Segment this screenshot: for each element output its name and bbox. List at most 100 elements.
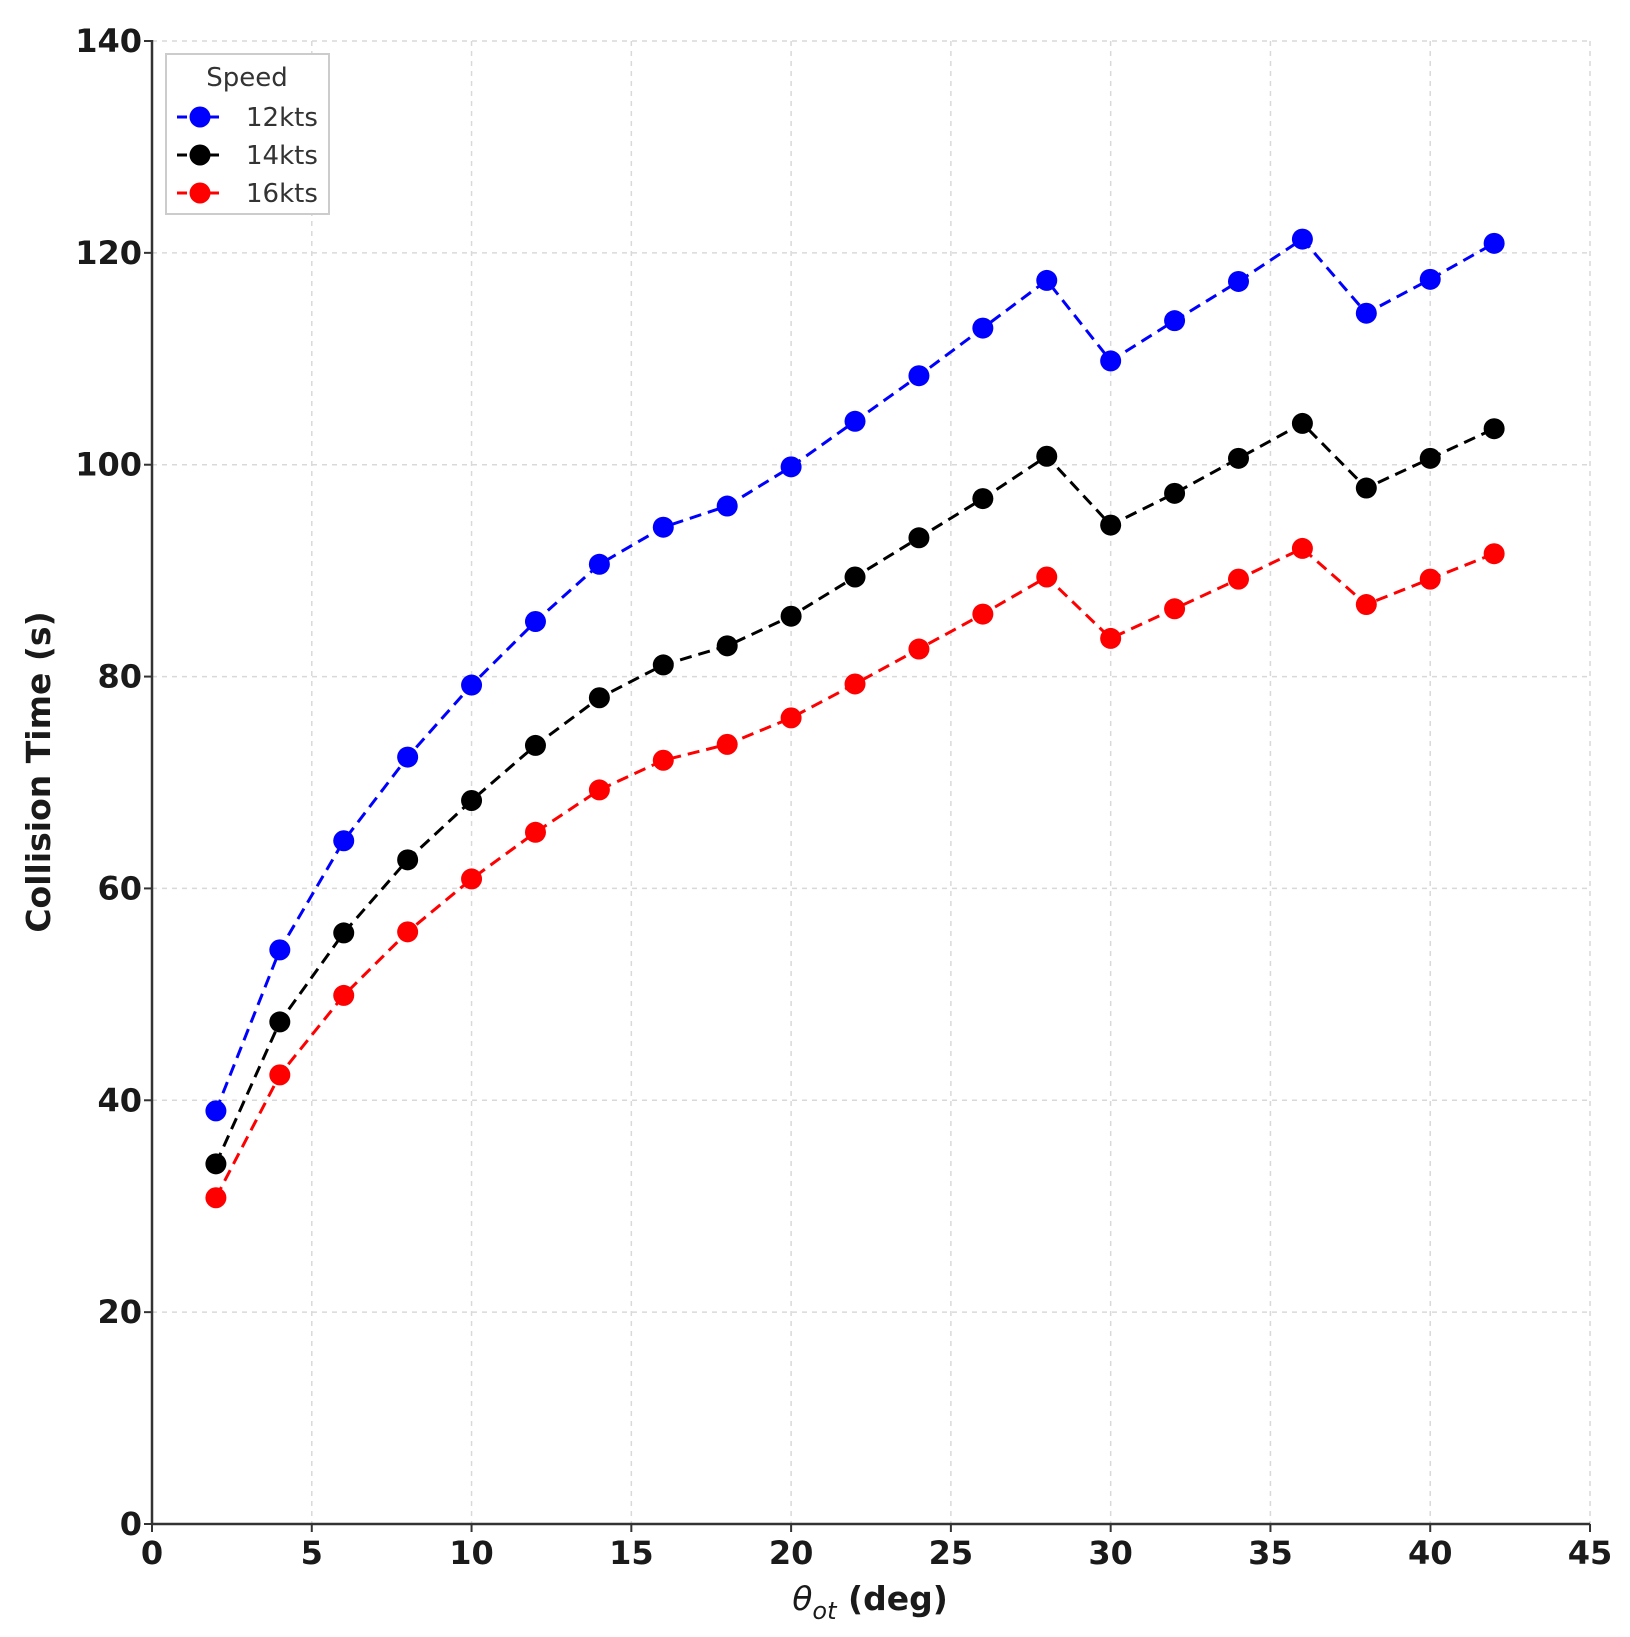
legend-marker — [189, 144, 211, 166]
data-point — [972, 603, 994, 625]
data-point — [1483, 543, 1505, 565]
data-point — [1164, 310, 1186, 332]
grid-lines — [152, 40, 1591, 1524]
data-point — [588, 687, 610, 709]
x-axis-label-subscript: ot — [812, 1597, 838, 1625]
data-point — [1227, 568, 1249, 590]
legend-entry-12kts: 12kts — [177, 103, 318, 133]
data-point — [524, 610, 546, 632]
data-point — [1227, 447, 1249, 469]
data-point — [716, 635, 738, 657]
data-point — [716, 495, 738, 517]
y-tick-label: 120 — [75, 234, 142, 272]
legend-title: Speed — [206, 63, 288, 93]
legend-marker — [189, 182, 211, 204]
data-point — [1355, 594, 1377, 616]
data-point — [461, 674, 483, 696]
series-line — [214, 421, 1495, 1165]
y-tick-label: 40 — [97, 1081, 142, 1119]
data-point — [588, 553, 610, 575]
data-point — [1355, 477, 1377, 499]
data-point — [1164, 598, 1186, 620]
data-point — [1291, 412, 1313, 434]
x-tick-label: 35 — [1248, 1534, 1293, 1572]
data-point — [1036, 566, 1058, 588]
x-tick-label: 45 — [1568, 1534, 1613, 1572]
x-tick-label: 20 — [769, 1534, 814, 1572]
data-point — [205, 1100, 227, 1122]
x-axis-label: θot (deg) — [792, 1579, 948, 1625]
tick-labels: 0 5 10 15 20 25 30 35 40 45 0 20 40 60 80 100 120 140 — [75, 22, 1612, 1572]
legend: Speed 12kts 14kts 16kts — [165, 53, 330, 215]
data-point — [1036, 269, 1058, 291]
data-point — [397, 921, 419, 943]
y-tick-label: 60 — [97, 869, 142, 907]
y-tick-label: 20 — [97, 1293, 142, 1331]
data-point — [205, 1153, 227, 1175]
y-tick-label: 80 — [97, 658, 142, 696]
data-point — [524, 821, 546, 843]
series-14kts — [205, 412, 1505, 1175]
data-point — [269, 939, 291, 961]
data-point — [1419, 568, 1441, 590]
data-point — [780, 456, 802, 478]
data-point — [1483, 418, 1505, 440]
data-point — [972, 488, 994, 510]
data-point — [269, 1064, 291, 1086]
data-point — [844, 566, 866, 588]
y-tick-label: 100 — [75, 446, 142, 484]
data-point — [908, 527, 930, 549]
data-point — [205, 1187, 227, 1209]
data-point — [524, 734, 546, 756]
x-axis-label-theta: θ — [792, 1579, 812, 1618]
y-tick-label: 0 — [120, 1505, 142, 1543]
legend-label: 14kts — [246, 141, 318, 171]
legend-entry-16kts: 16kts — [177, 179, 318, 209]
data-point — [1291, 537, 1313, 559]
data-point — [652, 654, 674, 676]
x-tick-label: 10 — [449, 1534, 494, 1572]
data-point — [652, 749, 674, 771]
data-point — [397, 849, 419, 871]
data-point — [908, 365, 930, 387]
data-point — [652, 516, 674, 538]
data-point — [780, 605, 802, 627]
x-tick-label: 0 — [141, 1534, 163, 1572]
legend-label: 16kts — [246, 179, 318, 209]
x-axis-label-unit: (deg) — [837, 1579, 948, 1618]
x-tick-label: 40 — [1408, 1534, 1453, 1572]
data-point — [461, 790, 483, 812]
data-point — [333, 922, 355, 944]
legend-entries: 12kts 14kts 16kts — [177, 103, 318, 209]
series-12kts — [205, 228, 1505, 1122]
data-point — [1419, 268, 1441, 290]
legend-label: 12kts — [246, 103, 318, 133]
data-point — [333, 984, 355, 1006]
y-tick-label: 140 — [75, 22, 142, 60]
data-point — [716, 733, 738, 755]
data-point — [844, 673, 866, 695]
series-layer — [205, 228, 1505, 1209]
data-point — [908, 638, 930, 660]
data-point — [333, 830, 355, 852]
x-tick-label: 15 — [609, 1534, 654, 1572]
data-point — [588, 779, 610, 801]
legend-marker — [189, 106, 211, 128]
data-point — [1100, 514, 1122, 536]
data-point — [1227, 270, 1249, 292]
data-point — [397, 746, 419, 768]
data-point — [780, 707, 802, 729]
data-point — [1355, 302, 1377, 324]
y-axis-label: Collision Time (s) — [19, 611, 58, 932]
data-point — [1036, 445, 1058, 467]
axes — [150, 40, 1590, 1526]
x-tick-label: 25 — [929, 1534, 974, 1572]
data-point — [972, 317, 994, 339]
data-point — [1164, 482, 1186, 504]
data-point — [1100, 627, 1122, 649]
data-point — [1419, 447, 1441, 469]
x-tick-label: 5 — [301, 1534, 323, 1572]
data-point — [1100, 350, 1122, 372]
data-point — [1291, 228, 1313, 250]
